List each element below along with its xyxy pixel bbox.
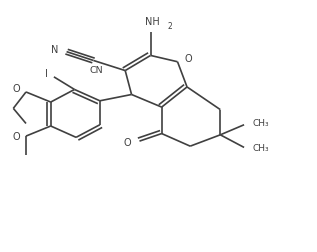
Text: N: N [51, 45, 59, 55]
Text: CH₃: CH₃ [252, 144, 268, 153]
Text: O: O [184, 54, 192, 64]
Text: O: O [13, 84, 20, 94]
Text: CN: CN [90, 66, 103, 75]
Text: NH: NH [145, 17, 159, 27]
Text: O: O [124, 138, 132, 148]
Text: I: I [45, 69, 48, 79]
Text: 2: 2 [167, 22, 172, 31]
Text: CH₃: CH₃ [252, 119, 268, 128]
Text: O: O [13, 132, 20, 142]
